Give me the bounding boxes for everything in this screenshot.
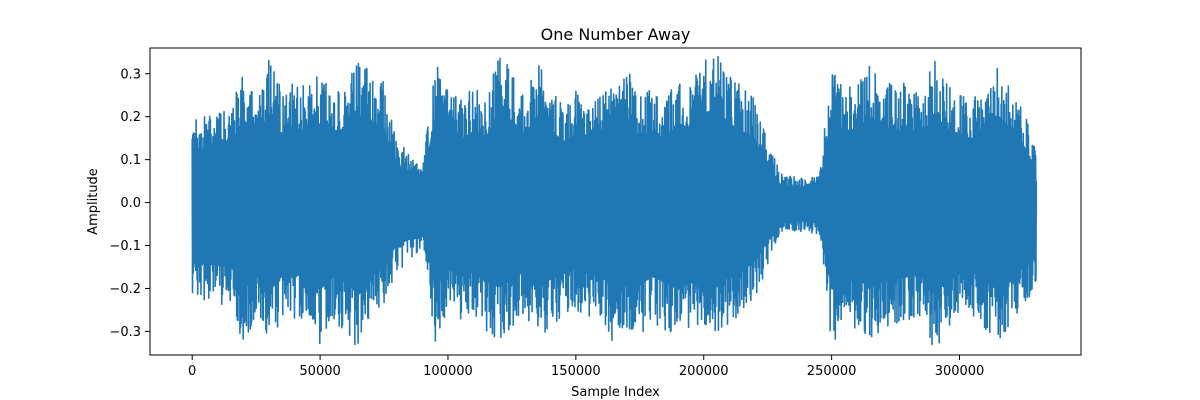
x-tick-label: 250000 bbox=[807, 364, 857, 379]
y-tick-label: −0.1 bbox=[109, 239, 141, 254]
y-tick-label: 0.1 bbox=[120, 153, 141, 168]
y-axis-label: Amplitude bbox=[86, 168, 101, 235]
x-tick-label: 50000 bbox=[299, 364, 340, 379]
y-tick-label: −0.2 bbox=[109, 282, 141, 297]
y-axis: −0.3 −0.2 −0.1 0.0 0.1 0.2 0.3 bbox=[109, 67, 150, 340]
x-tick-label: 0 bbox=[188, 364, 196, 379]
y-tick-label: 0.2 bbox=[120, 110, 141, 125]
y-tick-label: 0.3 bbox=[120, 67, 141, 82]
x-tick-label: 200000 bbox=[679, 364, 729, 379]
chart-title: One Number Away bbox=[541, 25, 691, 44]
y-tick-label: −0.3 bbox=[109, 325, 141, 340]
x-axis-label: Sample Index bbox=[571, 385, 660, 400]
waveform-series-line bbox=[191, 55, 1038, 346]
x-tick-label: 150000 bbox=[551, 364, 601, 379]
plot-frame bbox=[149, 47, 1082, 356]
x-tick-label: 300000 bbox=[935, 364, 985, 379]
y-tick-label: 0.0 bbox=[120, 196, 141, 211]
x-tick-label: 100000 bbox=[423, 364, 473, 379]
x-axis: 0 50000 100000 150000 200000 250000 300000 bbox=[188, 355, 984, 379]
plot-layer bbox=[191, 55, 1038, 346]
